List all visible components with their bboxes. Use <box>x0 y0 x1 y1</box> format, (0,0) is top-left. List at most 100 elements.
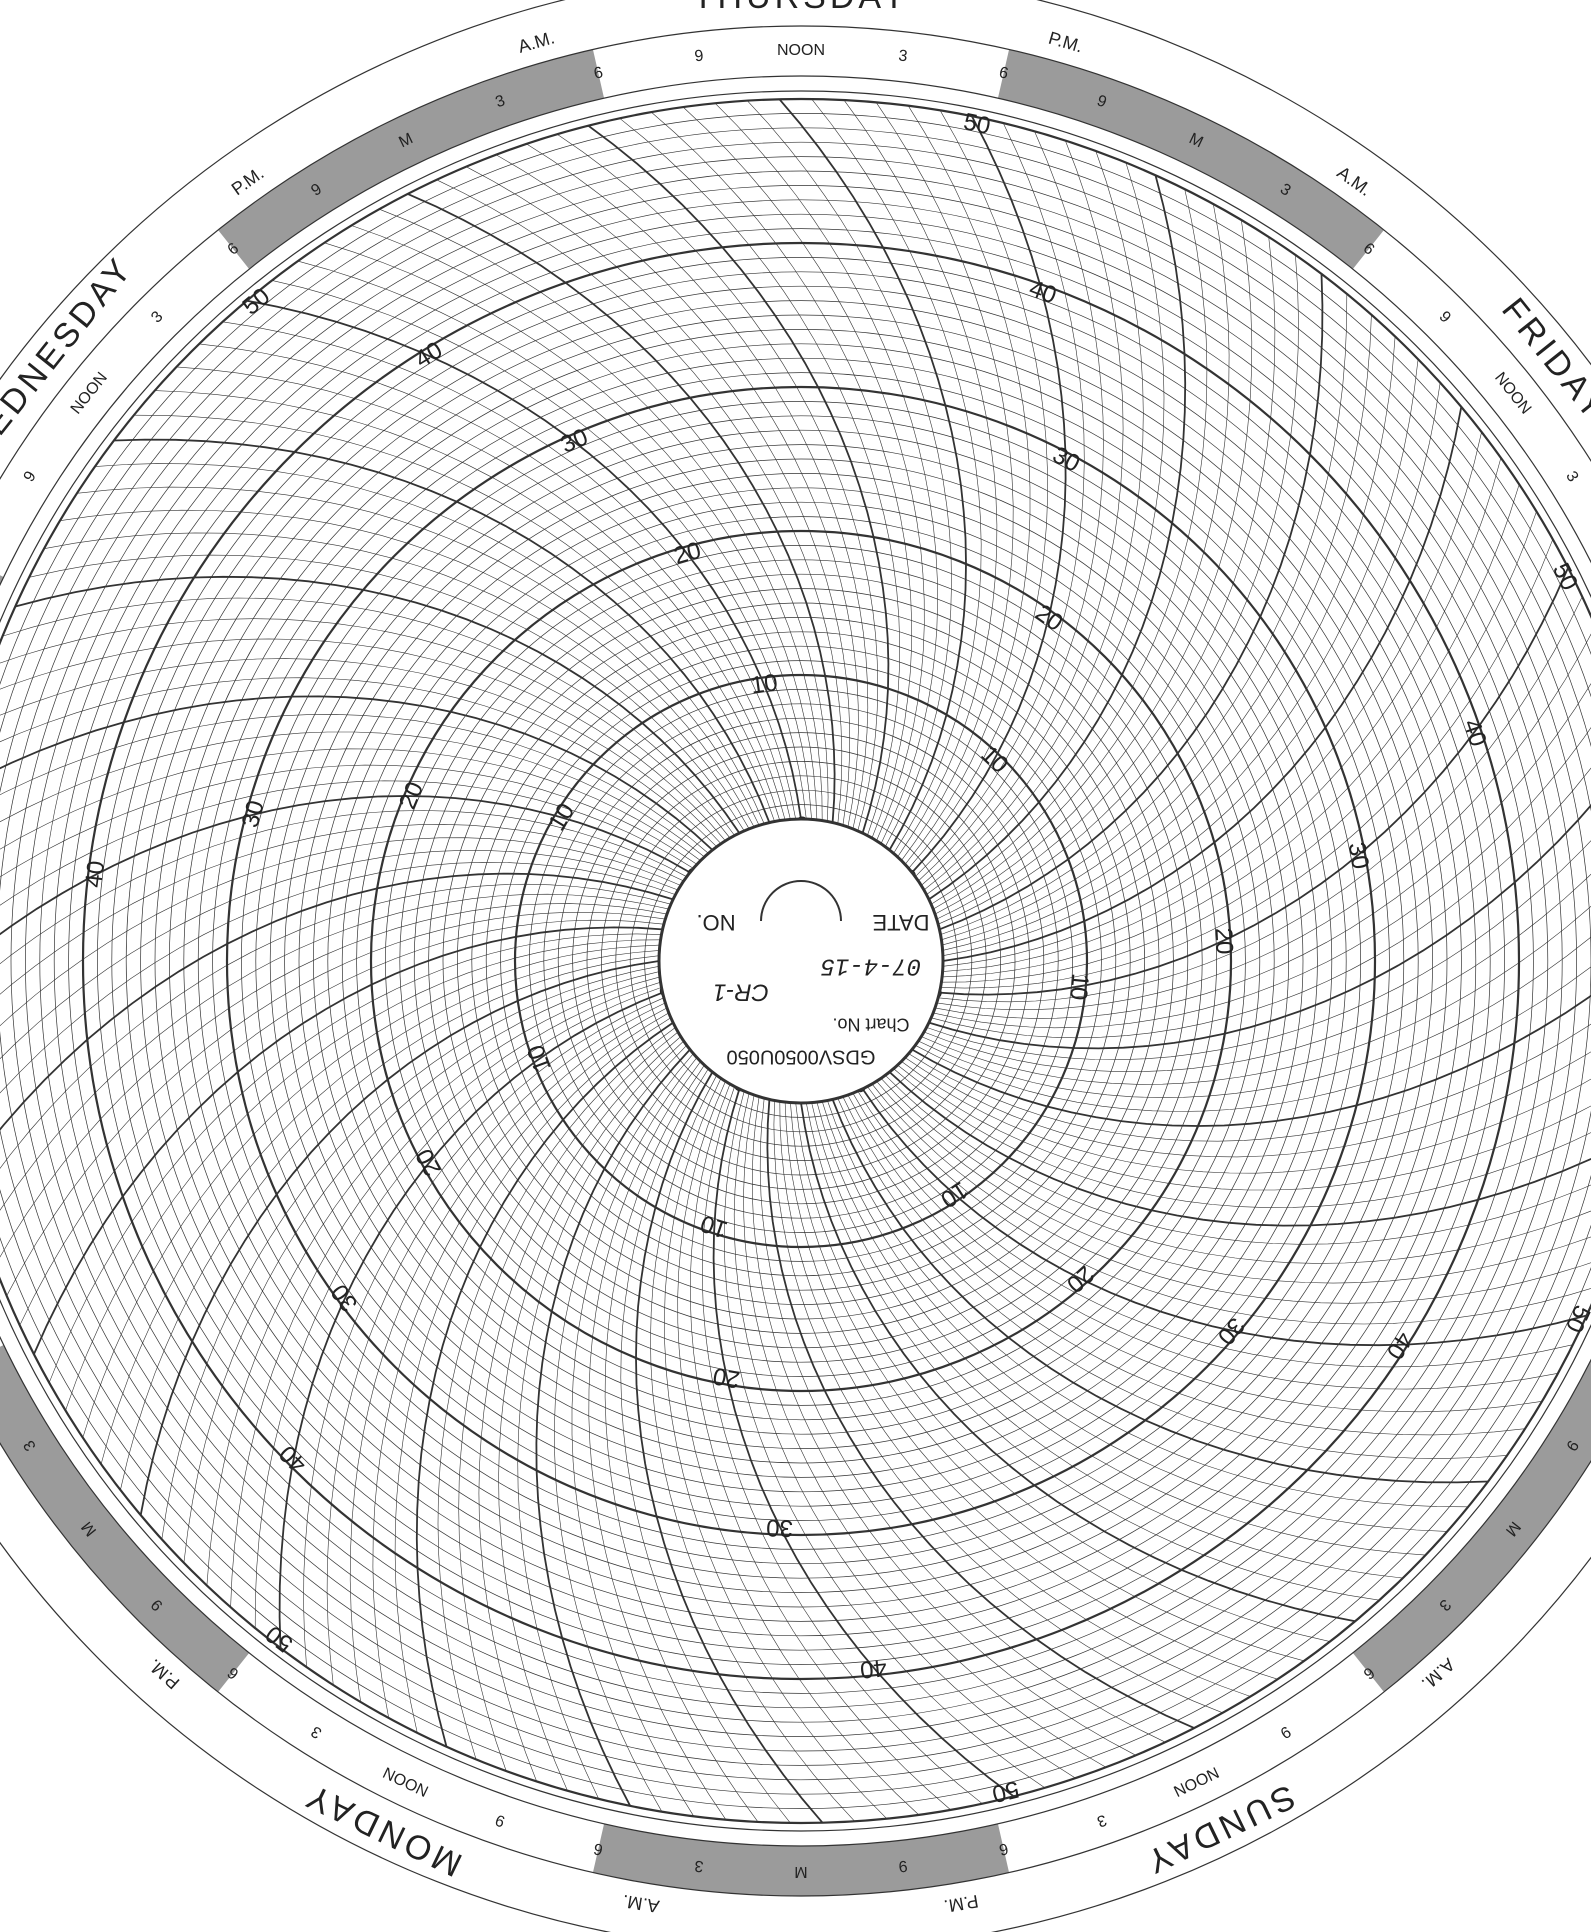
time-line <box>942 336 1396 946</box>
time-line <box>915 966 1591 1112</box>
grid-circle <box>529 689 1073 1233</box>
grid-circle <box>197 357 1405 1565</box>
time-line <box>0 883 671 1169</box>
time-line <box>942 484 1520 978</box>
grid-circle <box>629 789 973 1133</box>
band-circle <box>0 25 1591 1897</box>
time-line <box>926 840 1591 1061</box>
time-line <box>183 971 660 1563</box>
no-value: CR-1 <box>713 979 769 1006</box>
time-line <box>827 1100 1469 1508</box>
night-band <box>1352 1359 1591 1693</box>
time-line <box>664 1078 888 1819</box>
time-line <box>94 463 765 824</box>
grid-circle <box>471 631 1131 1291</box>
grid-circle <box>586 746 1016 1176</box>
time-line <box>816 1102 1426 1556</box>
time-line <box>33 926 663 1355</box>
grid-circle <box>0 127 1591 1795</box>
time-line <box>526 143 869 829</box>
time-line <box>100 950 660 1465</box>
time-line <box>831 1099 1489 1484</box>
time-line <box>915 122 1085 877</box>
grid-circle <box>140 300 1462 1622</box>
time-line <box>0 893 669 1211</box>
time-line <box>604 1064 759 1823</box>
time-line <box>0 795 691 936</box>
date-value: 07-4-15 <box>821 952 922 979</box>
time-line <box>113 438 771 823</box>
time-line <box>154 390 781 821</box>
time-line <box>0 731 705 858</box>
time-line <box>0 780 694 906</box>
time-line <box>278 991 663 1649</box>
time-line <box>48 933 662 1383</box>
time-line <box>933 203 1230 910</box>
time-line <box>297 260 812 820</box>
time-line <box>931 767 1591 1039</box>
time-line <box>554 1053 694 1812</box>
grid-circle <box>399 559 1203 1363</box>
hour-label: 6 <box>997 1839 1010 1858</box>
time-line <box>723 1091 1045 1789</box>
hour-label: 9 <box>897 1857 908 1875</box>
time-line <box>0 837 681 1027</box>
time-line <box>911 115 1067 874</box>
time-line <box>843 99 998 858</box>
time-line <box>893 1068 1591 1208</box>
time-line <box>65 939 661 1411</box>
grid-circle <box>111 271 1491 1651</box>
grid-circle <box>601 761 1001 1161</box>
grid-circle <box>53 213 1549 1709</box>
time-line <box>415 1021 674 1747</box>
time-line <box>790 1102 1305 1662</box>
date-label: DATE <box>872 910 929 935</box>
grid-circle <box>255 415 1347 1507</box>
time-line <box>230 981 661 1608</box>
grid-circle <box>413 573 1189 1349</box>
grid-circle <box>39 199 1563 1723</box>
grid-circle <box>284 444 1318 1478</box>
time-line <box>923 873 1591 1072</box>
time-line <box>784 1102 1278 1680</box>
grid-circle <box>25 185 1577 1737</box>
hour-label: M <box>794 1863 807 1880</box>
time-line <box>934 683 1591 1019</box>
time-line <box>857 1091 1573 1368</box>
grid-circle <box>125 285 1477 1637</box>
grid-circle <box>269 429 1333 1493</box>
time-line <box>861 1088 1587 1347</box>
scale-label: 30 <box>1343 840 1374 871</box>
time-line <box>921 905 1591 1085</box>
time-line <box>571 1057 698 1817</box>
time-line <box>222 321 796 820</box>
grid-circle <box>225 385 1377 1537</box>
time-line <box>19 919 664 1326</box>
scale-label: 50 <box>989 1775 1021 1808</box>
grid-circle <box>154 314 1448 1608</box>
time-line <box>15 575 741 834</box>
time-line <box>933 727 1591 1029</box>
time-line <box>437 1027 676 1760</box>
time-line <box>942 382 1441 956</box>
time-line <box>934 219 1253 915</box>
time-line <box>852 1093 1559 1390</box>
time-line <box>0 714 709 854</box>
time-line <box>2 597 735 836</box>
time-line <box>921 140 1124 886</box>
time-line <box>271 280 807 820</box>
time-line <box>766 1099 1195 1729</box>
time-line <box>733 1093 1076 1779</box>
hour-label: M <box>396 130 415 151</box>
time-line <box>682 106 925 841</box>
time-line <box>254 987 662 1629</box>
time-line <box>43 532 750 829</box>
time-line <box>0 618 731 839</box>
time-line <box>926 162 1165 895</box>
time-line <box>940 293 1348 935</box>
time-line <box>885 1075 1591 1245</box>
hub: GDSV0050U050 Chart No. 07-4-15 DATE CR-1… <box>657 817 945 1105</box>
time-line <box>880 1078 1591 1264</box>
